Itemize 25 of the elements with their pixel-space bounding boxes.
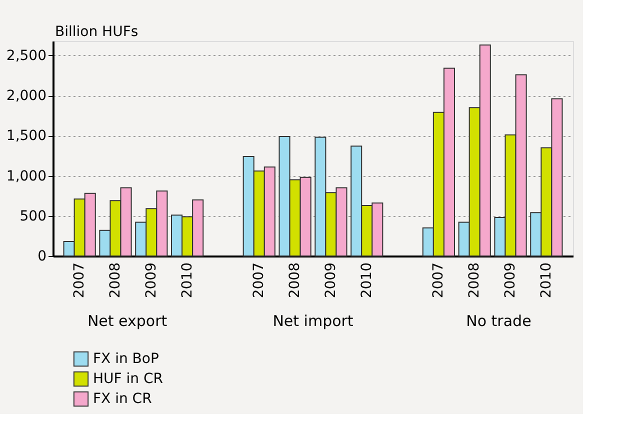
- text: No trade: [466, 312, 532, 330]
- x-tick-label: 2009: [502, 262, 519, 298]
- y-tick-label: 1,500: [6, 128, 46, 144]
- x-tick-label: 2007: [251, 262, 268, 298]
- y-axis-title: Billion HUFs: [55, 24, 138, 40]
- x-tick-label: 2010: [538, 262, 554, 298]
- x-tick-label: 2007: [72, 262, 88, 298]
- legend-label: FX in BoP: [93, 351, 159, 367]
- x-tick-label: 2010: [179, 262, 196, 298]
- x-tick-label: 2008: [466, 262, 483, 298]
- y-tick-label: 500: [20, 208, 46, 224]
- text: Net export: [87, 312, 168, 330]
- x-tick-label: 2008: [107, 262, 124, 298]
- x-tick-label: 2007: [430, 262, 447, 298]
- text: Net import: [272, 312, 354, 330]
- y-tick-label: 0: [38, 248, 46, 264]
- y-tick-label: 2,000: [6, 88, 46, 104]
- x-tick-label: 2010: [358, 262, 375, 298]
- legend-label: HUF in CR: [93, 371, 164, 387]
- x-tick-label: 2008: [287, 262, 304, 298]
- y-tick-label: 2,500: [6, 48, 46, 64]
- x-tick-label: 2009: [143, 262, 160, 298]
- x-tick-label: 2009: [322, 262, 339, 298]
- y-tick-label: 1,000: [6, 168, 46, 184]
- legend-label: FX in CR: [93, 391, 152, 407]
